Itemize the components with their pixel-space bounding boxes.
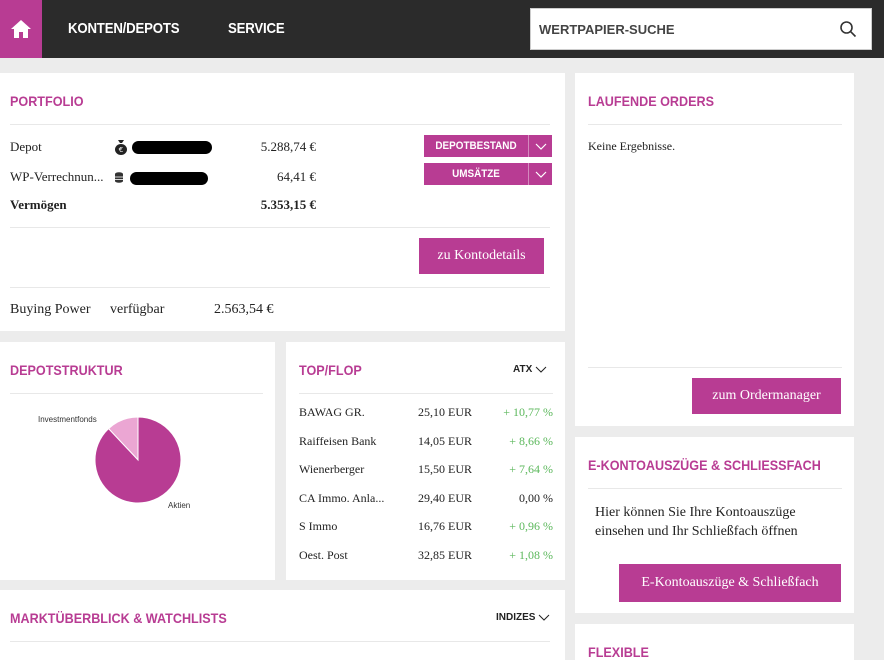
stock-change: + 0,96 % (509, 519, 553, 533)
flexible-title: FLEXIBLE (588, 644, 649, 660)
buying-power-sub: verfügbar (110, 302, 165, 317)
wp-verrechnung-label: WP-Verrechnun... (10, 169, 104, 184)
divider (10, 393, 263, 394)
stock-price: 14,05 EUR (418, 433, 472, 448)
topflop-title: TOP/FLOP (299, 362, 362, 378)
stock-price: 32,85 EUR (418, 547, 472, 562)
stock-name: Oest. Post (299, 547, 348, 562)
chevron-down-icon (539, 614, 550, 621)
svg-text:€: € (119, 146, 123, 154)
chevron-down-icon (535, 366, 547, 373)
top-navigation-bar: KONTEN/DEPOTS SERVICE (0, 0, 884, 58)
redacted-depot-number (132, 141, 212, 154)
table-row[interactable]: CA Immo. Anla... 29,40 EUR 0,00 % (286, 491, 566, 519)
pie-label-aktien: Aktien (168, 501, 190, 510)
search-input[interactable] (539, 9, 839, 49)
orders-title: LAUFENDE ORDERS (588, 93, 715, 109)
umsaetze-dropdown[interactable]: UMSÄTZE (424, 163, 552, 185)
ekonto-text-2: einsehen und Ihr Schließfach öffnen (595, 524, 798, 539)
ekonto-title: E-KONTOAUSZÜGE & SCHLIESSFACH (588, 457, 821, 473)
money-bag-icon: € (115, 140, 127, 155)
stock-change: + 1,08 % (509, 547, 553, 562)
depotstruktur-title: DEPOTSTRUKTUR (10, 362, 123, 378)
search-box (530, 8, 872, 50)
divider (588, 124, 842, 125)
divider (10, 124, 550, 125)
orders-card: LAUFENDE ORDERS Keine Ergebnisse. zum Or… (575, 73, 854, 426)
stock-name: Wienerberger (299, 462, 365, 476)
table-row[interactable]: S Immo 16,76 EUR + 0,96 % (286, 519, 566, 547)
table-row[interactable]: Oest. Post 32,85 EUR + 1,08 % (286, 548, 566, 576)
topflop-card: TOP/FLOP ATX BAWAG GR. 25,10 EUR + 10,77 %… (286, 342, 565, 580)
divider (10, 287, 550, 288)
nav-konten-depots[interactable]: KONTEN/DEPOTS (68, 20, 180, 37)
orders-empty-text: Keine Ergebnisse. (588, 139, 676, 153)
chevron-down-icon (535, 171, 546, 178)
home-button[interactable] (0, 0, 42, 58)
pie-slice-aktien (94, 416, 182, 504)
depot-label: Depot (10, 139, 42, 154)
stock-change: + 10,77 % (503, 405, 553, 419)
divider (588, 488, 842, 489)
indizes-select-value: INDIZES (496, 612, 536, 623)
stock-price: 15,50 EUR (418, 462, 472, 476)
ekonto-text-1: Hier können Sie Ihre Kontoauszüge (595, 505, 796, 520)
stock-name: Raiffeisen Bank (299, 433, 377, 448)
depot-value: 5.288,74 € (260, 139, 316, 154)
ekonto-card: E-KONTOAUSZÜGE & SCHLIESSFACH Hier könne… (575, 437, 854, 613)
depotstruktur-card: DEPOTSTRUKTUR Investmentfonds Aktien (0, 342, 275, 580)
chevron-down-icon (535, 143, 546, 150)
index-select[interactable]: ATX (513, 364, 547, 375)
buying-power-value: 2.563,54 € (214, 302, 274, 317)
umsaetze-label: UMSÄTZE (452, 168, 500, 180)
divider (10, 641, 550, 642)
stock-change: + 7,64 % (509, 462, 553, 476)
ekonto-button[interactable]: E-Kontoauszüge & Schließfach (619, 564, 841, 602)
vermoegen-label: Vermögen (10, 197, 67, 212)
indizes-select[interactable]: INDIZES (496, 612, 550, 623)
depotbestand-dropdown[interactable]: DEPOTBESTAND (424, 135, 552, 157)
divider (299, 393, 553, 394)
depotbestand-label: DEPOTBESTAND (435, 140, 517, 152)
kontodetails-button[interactable]: zu Kontodetails (419, 238, 544, 274)
pie-label-investmentfonds: Investmentfonds (38, 415, 97, 424)
table-row[interactable]: Wienerberger 15,50 EUR + 7,64 % (286, 462, 566, 490)
portfolio-card: PORTFOLIO Depot € 5.288,74 € WP-Verrechn… (0, 73, 565, 331)
index-select-value: ATX (513, 364, 533, 375)
stock-price: 25,10 EUR (418, 405, 472, 419)
buying-power-label: Buying Power (10, 302, 91, 317)
stock-change: 0,00 % (519, 490, 553, 505)
divider (10, 227, 550, 228)
stock-change: + 8,66 % (509, 433, 553, 448)
stock-name: CA Immo. Anla... (299, 490, 385, 505)
portfolio-title: PORTFOLIO (10, 93, 84, 109)
wp-verrechnung-value: 64,41 € (277, 169, 316, 184)
divider (588, 367, 842, 368)
home-icon (11, 20, 31, 38)
stock-name: BAWAG GR. (299, 405, 365, 419)
search-icon[interactable] (839, 20, 857, 38)
nav-service[interactable]: SERVICE (228, 20, 285, 37)
flexible-card: FLEXIBLE (575, 624, 854, 660)
markt-card: MARKTÜBERBLICK & WATCHLISTS INDIZES (0, 590, 565, 660)
depot-pie-chart: Investmentfonds Aktien (38, 415, 190, 510)
stock-price: 16,76 EUR (418, 519, 472, 533)
table-row[interactable]: BAWAG GR. 25,10 EUR + 10,77 % (286, 405, 566, 433)
coins-icon (115, 172, 123, 183)
redacted-account-number (130, 172, 208, 185)
markt-title: MARKTÜBERBLICK & WATCHLISTS (10, 610, 227, 626)
ordermanager-button[interactable]: zum Ordermanager (692, 378, 841, 414)
table-row[interactable]: Raiffeisen Bank 14,05 EUR + 8,66 % (286, 434, 566, 462)
stock-price: 29,40 EUR (418, 490, 472, 505)
stock-name: S Immo (299, 519, 338, 533)
vermoegen-value: 5.353,15 € (260, 197, 316, 212)
